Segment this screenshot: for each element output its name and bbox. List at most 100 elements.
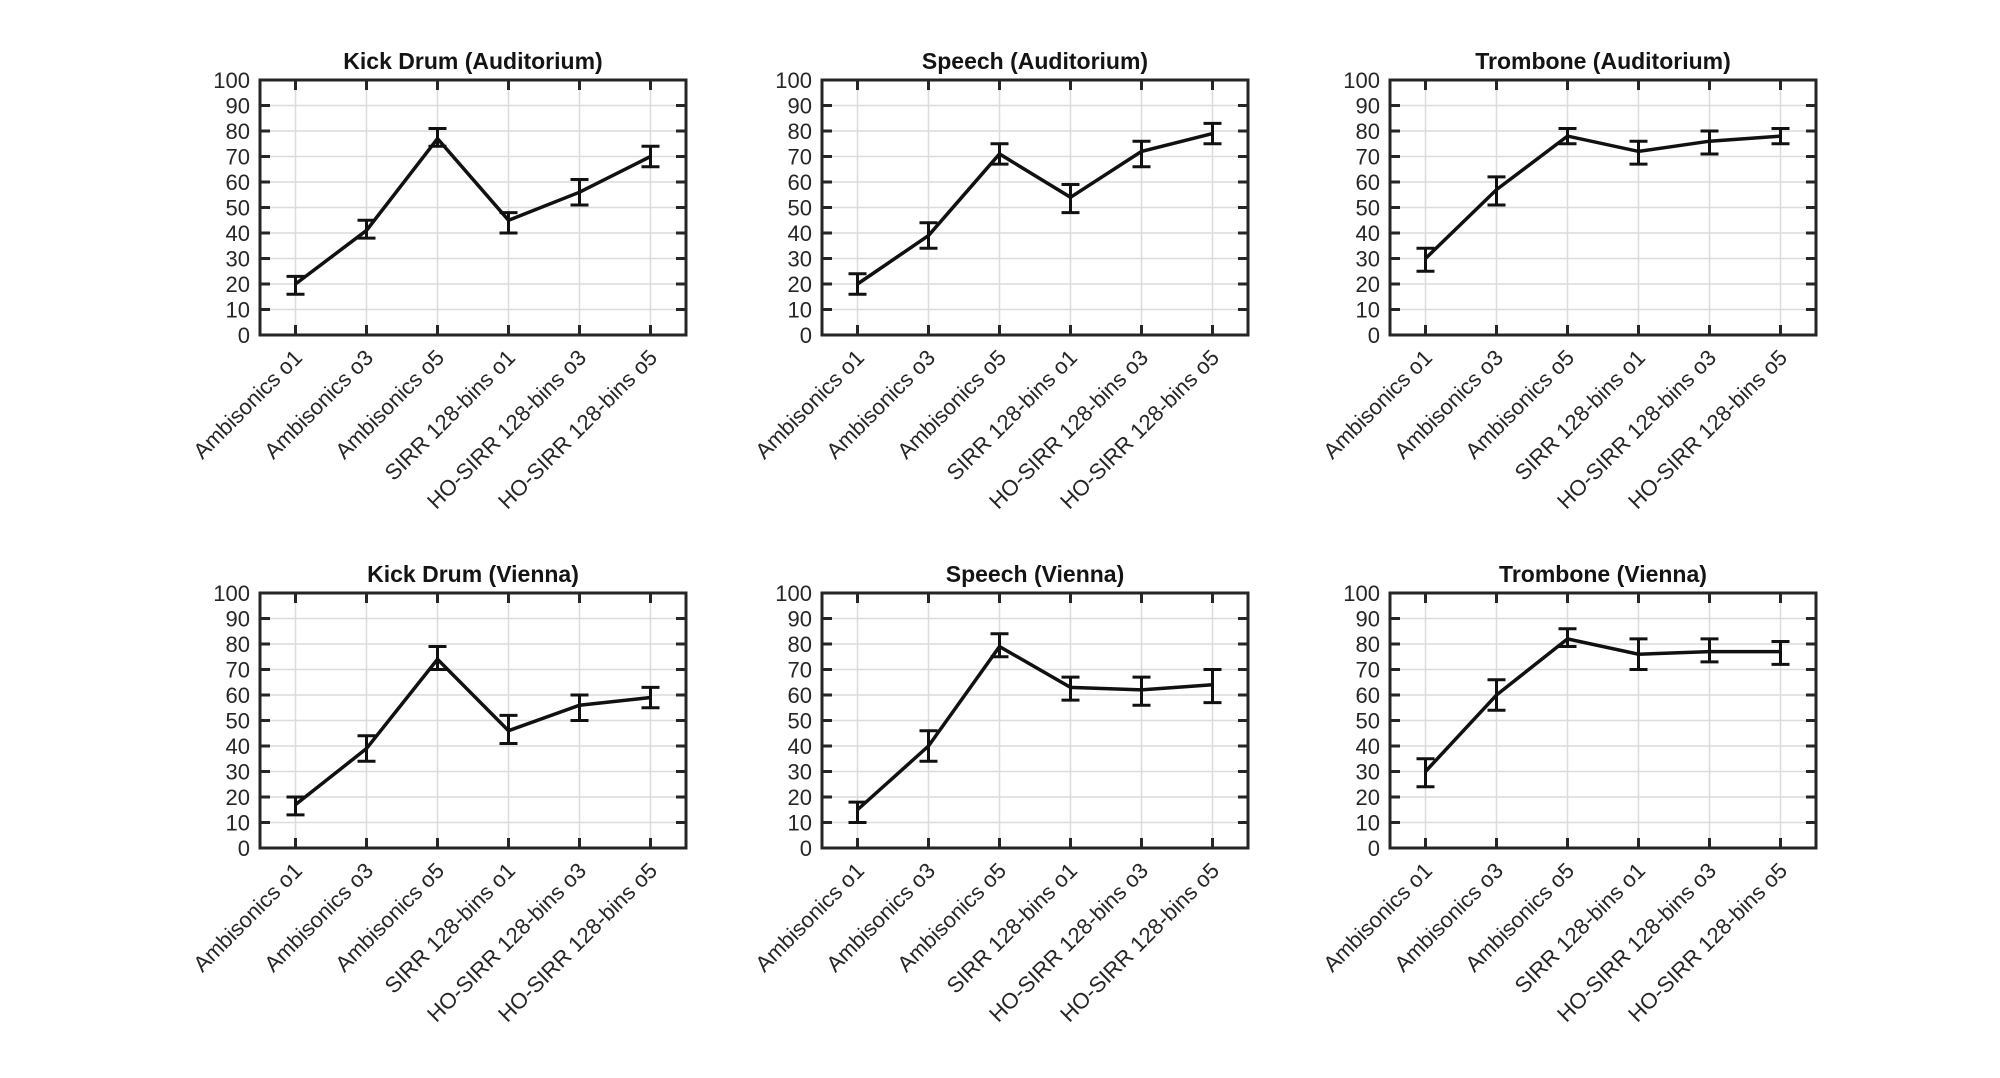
- axis-ticks: [1390, 78, 1816, 337]
- error-bars: [848, 632, 1222, 824]
- y-tick-label: 50: [226, 196, 250, 221]
- chart-title: Kick Drum (Auditorium): [343, 48, 603, 74]
- y-tick-label: 10: [1356, 811, 1380, 836]
- grid: [1390, 592, 1816, 849]
- y-tick-label: 70: [226, 145, 250, 170]
- y-tick-label: 80: [226, 632, 250, 657]
- y-tick-label: 60: [788, 170, 812, 195]
- y-tick-label: 60: [1356, 683, 1380, 708]
- y-tick-label: 0: [800, 323, 812, 348]
- error-bar: [641, 685, 660, 710]
- chart-title: Kick Drum (Vienna): [367, 561, 579, 587]
- x-tick-label: SIRR 128-bins o1: [942, 858, 1082, 998]
- y-tick-label: 0: [1368, 323, 1380, 348]
- chart-block-kick-drum-vienna: Kick Drum (Vienna) 0 10 20 30 40 50 60 70 80 90 10…: [150, 543, 701, 1023]
- y-tick-label: 100: [775, 68, 812, 93]
- chart-title: Speech (Vienna): [945, 561, 1125, 587]
- y-tick-label: 70: [226, 658, 250, 683]
- error-bars: [848, 121, 1222, 296]
- y-tick-label: 40: [1356, 221, 1380, 246]
- y-tick-label: 90: [1356, 94, 1380, 119]
- y-tick-label: 0: [238, 836, 250, 861]
- y-tick-label: 10: [226, 811, 250, 836]
- series-line: [856, 131, 1213, 286]
- x-tick-label: SIRR 128-bins o1: [380, 345, 520, 485]
- y-tick-label: 40: [226, 221, 250, 246]
- series-line: [1424, 134, 1781, 260]
- y-tick-label: 90: [788, 607, 812, 632]
- series-line: [856, 644, 1213, 812]
- y-tick-label: 20: [1356, 785, 1380, 810]
- y-tick-label: 0: [800, 836, 812, 861]
- chart-block-kick-drum-auditorium: Kick Drum (Auditorium) 0 10 20 30 40 50 60 70 80…: [150, 30, 701, 510]
- y-tick-label: 50: [226, 709, 250, 734]
- y-tick-label: 100: [213, 68, 250, 93]
- y-tick-label: 50: [1356, 196, 1380, 221]
- y-tick-label: 80: [226, 119, 250, 144]
- y-tick-label: 100: [775, 581, 812, 606]
- grid: [260, 79, 686, 336]
- y-tick-label: 70: [788, 145, 812, 170]
- y-tick-label: 90: [226, 94, 250, 119]
- series-line: [294, 135, 652, 286]
- y-tick-label: 40: [788, 221, 812, 246]
- y-tick-label: 60: [226, 683, 250, 708]
- y-tick-label: 20: [226, 785, 250, 810]
- y-tick-label: 70: [1356, 658, 1380, 683]
- y-tick-label: 20: [1356, 272, 1380, 297]
- y-tick-label: 20: [788, 785, 812, 810]
- y-tick-label: 50: [1356, 709, 1380, 734]
- x-tick-label: SIRR 128-bins o1: [1510, 345, 1650, 485]
- y-tick-label: 90: [1356, 607, 1380, 632]
- y-tick-label: 50: [788, 709, 812, 734]
- y-tick-label: 30: [1356, 247, 1380, 272]
- y-tick-label: 70: [1356, 145, 1380, 170]
- x-tick-label: SIRR 128-bins o1: [942, 345, 1082, 485]
- x-tick-label: SIRR 128-bins o1: [1510, 858, 1650, 998]
- y-tick-label: 100: [213, 581, 250, 606]
- plot-border: [1388, 78, 1818, 337]
- y-tick-label: 30: [226, 760, 250, 785]
- series-line: [1424, 637, 1781, 773]
- y-tick-label: 30: [226, 247, 250, 272]
- plot-border: [1388, 591, 1818, 850]
- y-tick-label: 60: [1356, 170, 1380, 195]
- plot-border: [820, 78, 1250, 337]
- chart-title: Speech (Auditorium): [921, 48, 1149, 74]
- y-tick-label: 10: [788, 811, 812, 836]
- y-tick-label: 20: [226, 272, 250, 297]
- y-tick-label: 40: [1356, 734, 1380, 759]
- grid: [1390, 79, 1816, 336]
- y-tick-label: 10: [226, 298, 250, 323]
- y-tick-label: 90: [788, 94, 812, 119]
- chart-block-speech-auditorium: Speech (Auditorium) 0 10 20 30 40 50 60 70 80 90 1…: [712, 30, 1263, 510]
- y-tick-label: 20: [788, 272, 812, 297]
- plot-border: [258, 78, 688, 337]
- grid: [260, 592, 686, 849]
- error-bars: [286, 126, 660, 296]
- y-tick-label: 90: [226, 607, 250, 632]
- plot-border: [820, 591, 1250, 850]
- error-bar: [286, 795, 305, 817]
- chart-block-speech-vienna: Speech (Vienna) 0 10 20 30 40 50 60 70 80 90 100 Am…: [712, 543, 1263, 1023]
- y-tick-label: 80: [1356, 119, 1380, 144]
- series-line: [294, 656, 651, 807]
- chart-block-trombone-vienna: Trombone (Vienna) 0 10 20 30 40 50 60 70 80 90 100…: [1280, 543, 1831, 1023]
- y-tick-label: 60: [788, 683, 812, 708]
- error-bar: [570, 693, 589, 722]
- y-tick-label: 30: [788, 247, 812, 272]
- chart-block-trombone-auditorium: Trombone (Auditorium) 0 10 20 30 40 50 60 70 80 9…: [1280, 30, 1831, 510]
- axis-ticks: [260, 78, 686, 337]
- error-bars: [286, 645, 660, 817]
